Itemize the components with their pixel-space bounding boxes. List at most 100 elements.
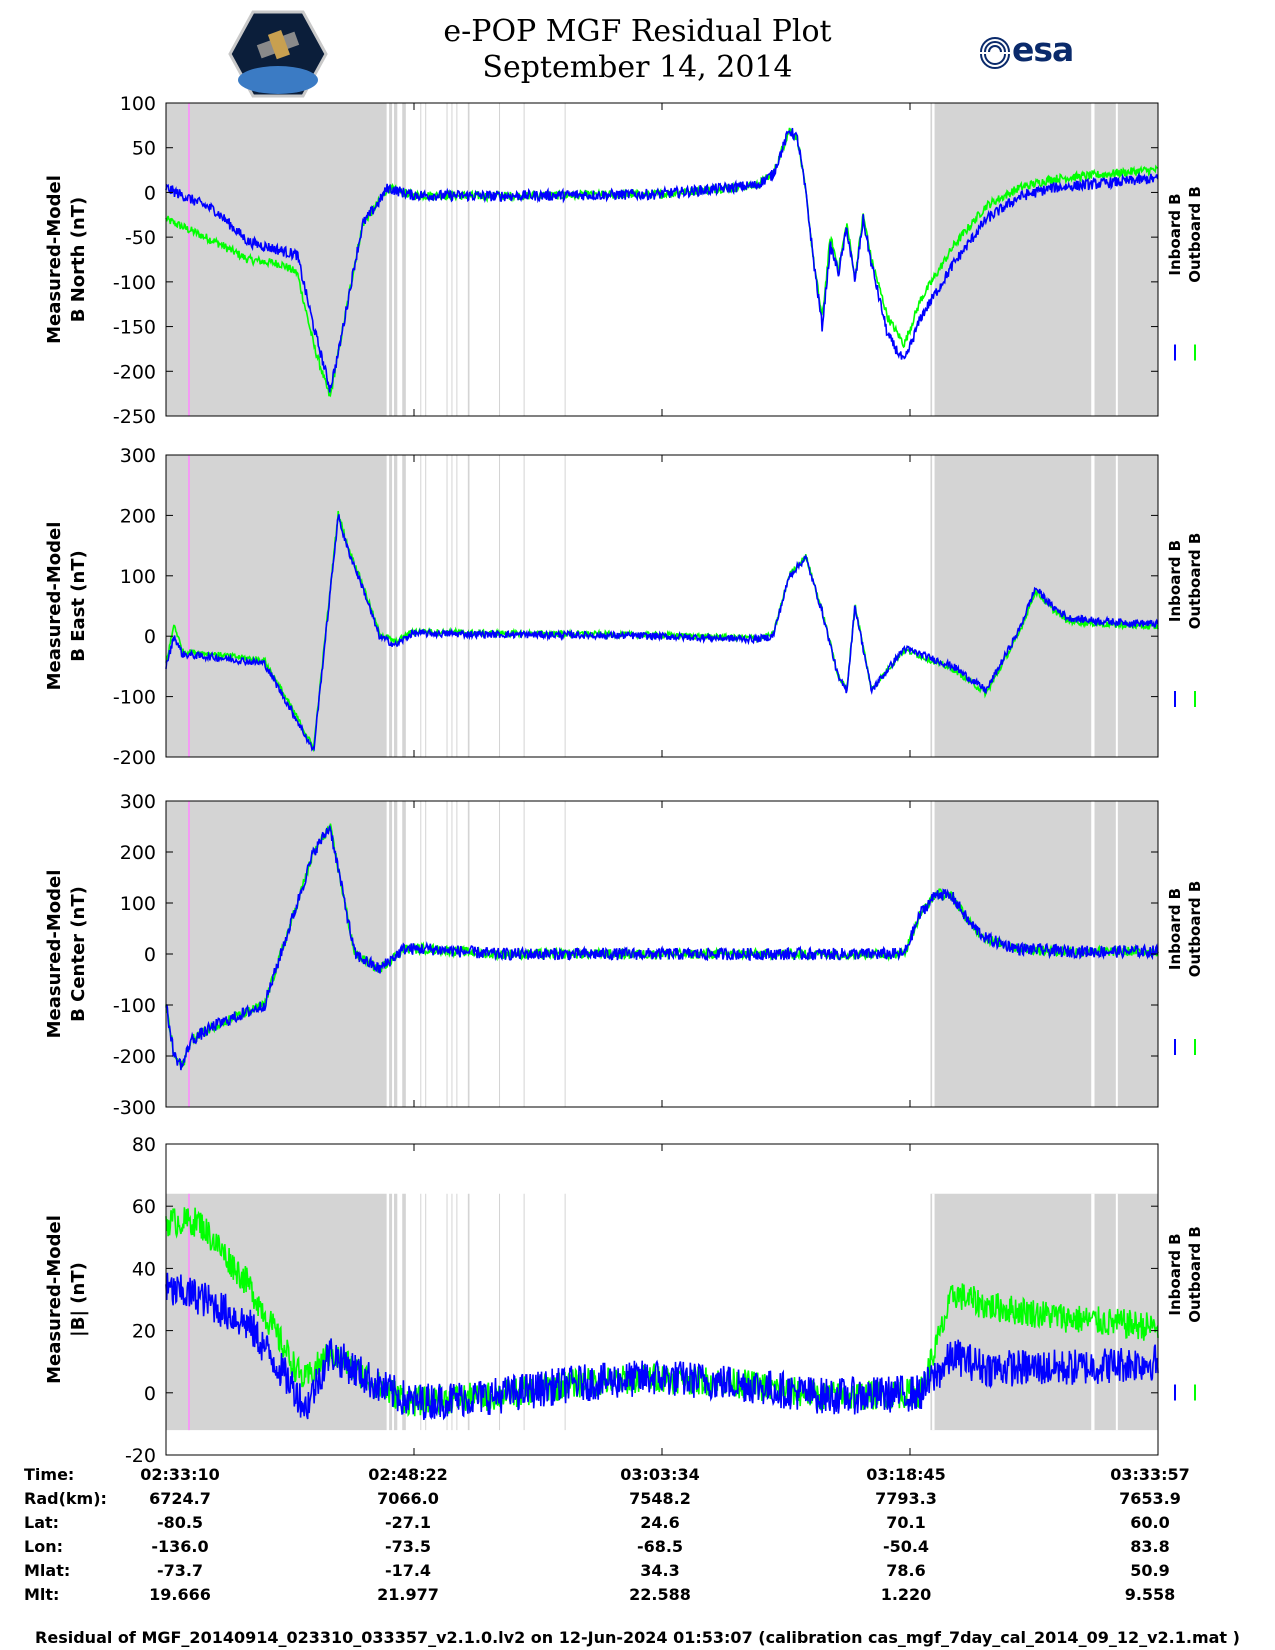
shade-band [402, 103, 406, 416]
shade-gap [932, 801, 935, 1107]
y-tick-label: -150 [113, 317, 156, 339]
y-tick-label: 100 [120, 93, 156, 115]
legend-inboard-label: Inboard B [1166, 193, 1184, 275]
shade-band [389, 103, 393, 416]
shade-band [446, 455, 448, 757]
ephemeris-value: 60.0 [1130, 1513, 1170, 1532]
ephemeris-value: 83.8 [1130, 1537, 1170, 1556]
shade-band [499, 1193, 501, 1431]
ephemeris-value: -73.7 [156, 1561, 204, 1580]
shade-band [456, 103, 458, 416]
panel-1: -250 -200 -150 -100 -50 0 50 100 Measured-Model B… [44, 93, 1204, 428]
panel-2: -200 -100 0 100 200 300 Measured-Model B East (… [44, 445, 1204, 769]
shade-band [564, 103, 566, 416]
legend-outboard-label: Outboard B [1186, 1226, 1204, 1323]
ephemeris-value: -73.5 [384, 1537, 432, 1556]
shade-band [564, 1193, 566, 1431]
ephemeris-value: 1.220 [880, 1585, 932, 1604]
ephemeris-value: 03:18:45 [866, 1465, 946, 1484]
esa-logo-text: esa [1012, 30, 1074, 69]
ephemeris-value: -80.5 [156, 1513, 204, 1532]
y-tick-label: -100 [113, 995, 156, 1017]
legend-inboard-label: Inboard B [1166, 1233, 1184, 1315]
shade-band [930, 103, 1158, 416]
y-tick-label: -300 [113, 1097, 156, 1119]
shade-band [166, 103, 387, 416]
shade-band [394, 1193, 398, 1431]
y-tick-label: 200 [120, 505, 156, 527]
y-tick-label: 0 [144, 1383, 156, 1405]
y-tick-label: -200 [113, 747, 156, 769]
y-tick-label: -100 [113, 687, 156, 709]
shade-gap [1091, 103, 1095, 416]
y-tick-label: -20 [125, 1445, 156, 1467]
series-outboard [165, 127, 1159, 398]
shade-band [523, 455, 525, 757]
shade-band [420, 1193, 422, 1431]
legend-inboard-label: Inboard B [1166, 540, 1184, 622]
cassiope-logo [228, 10, 328, 98]
shade-band [420, 801, 422, 1107]
chart-title: e-POP MGF Residual Plot September 14, 20… [0, 14, 1275, 86]
shade-band [425, 1193, 427, 1431]
panel-4: -20 0 20 40 60 80 Measured-Model |B| (nT) Inboar… [44, 1134, 1204, 1467]
ephemeris-row-label: Lat: [24, 1513, 60, 1532]
ephemeris-value: 34.3 [640, 1561, 680, 1580]
shade-gap [1091, 455, 1095, 757]
series-inboard [165, 825, 1159, 1071]
y-axis-label-line2: B East (nT) [68, 550, 89, 662]
shade-band [446, 1193, 448, 1431]
y-axis-label-line1: Measured-Model [44, 522, 65, 691]
shade-band [523, 1193, 525, 1431]
shade-band [499, 103, 501, 416]
footer-caption: Residual of MGF_20140914_023310_033357_v… [35, 1628, 1240, 1647]
y-axis-label-line1: Measured-Model [44, 175, 65, 344]
shade-gap [1115, 103, 1118, 416]
ephemeris-row-label: Time: [24, 1465, 75, 1484]
y-axis-label-line1: Measured-Model [44, 1215, 65, 1384]
ephemeris-value: 02:48:22 [368, 1465, 448, 1484]
esa-logo [980, 37, 1010, 69]
shade-band [451, 455, 453, 757]
legend-outboard-label: Outboard B [1186, 533, 1204, 630]
shade-band [564, 455, 566, 757]
shade-gap [932, 455, 935, 757]
shade-band [425, 103, 427, 416]
ephemeris-value: 21.977 [377, 1585, 439, 1604]
y-tick-label: 60 [132, 1196, 156, 1218]
shade-band [166, 801, 387, 1107]
shade-band [456, 455, 458, 757]
shade-band [389, 801, 393, 1107]
ephemeris-value: 50.9 [1130, 1561, 1170, 1580]
ephemeris-row-label: Mlat: [24, 1561, 71, 1580]
y-axis-label-line2: B Center (nT) [68, 886, 89, 1022]
y-tick-label: -100 [113, 272, 156, 294]
shade-band [394, 103, 398, 416]
legend-outboard-label: Outboard B [1186, 186, 1204, 283]
shade-band [420, 103, 422, 416]
y-tick-label: 0 [144, 944, 156, 966]
ephemeris-table: Time: 02:33:10 02:48:22 03:03:34 03:18:45 03:… [0, 1465, 1275, 1625]
shade-band [930, 455, 1158, 757]
ephemeris-value: 03:03:34 [620, 1465, 700, 1484]
ephemeris-value: 7548.2 [629, 1489, 691, 1508]
chart-title-line1: e-POP MGF Residual Plot [443, 14, 832, 49]
y-axis-label: Measured-Model |B| (nT) [44, 1215, 89, 1384]
y-tick-label: 300 [120, 791, 156, 813]
shade-band [394, 455, 398, 757]
y-tick-label: -200 [113, 361, 156, 383]
ephemeris-value: -50.4 [882, 1537, 930, 1556]
shade-band [402, 1193, 406, 1431]
ephemeris-row-label: Rad(km): [24, 1489, 107, 1508]
shade-band [467, 1193, 470, 1431]
y-tick-label: -250 [113, 406, 156, 428]
ephemeris-value: 19.666 [149, 1585, 211, 1604]
shade-band [389, 455, 393, 757]
ephemeris-value: 03:33:57 [1110, 1465, 1190, 1484]
series-inboard [165, 1272, 1159, 1421]
ephemeris-value: 7653.9 [1119, 1489, 1181, 1508]
y-tick-label: 80 [132, 1134, 156, 1156]
y-axis-label-line2: |B| (nT) [68, 1262, 89, 1337]
series-inboard [165, 514, 1159, 752]
